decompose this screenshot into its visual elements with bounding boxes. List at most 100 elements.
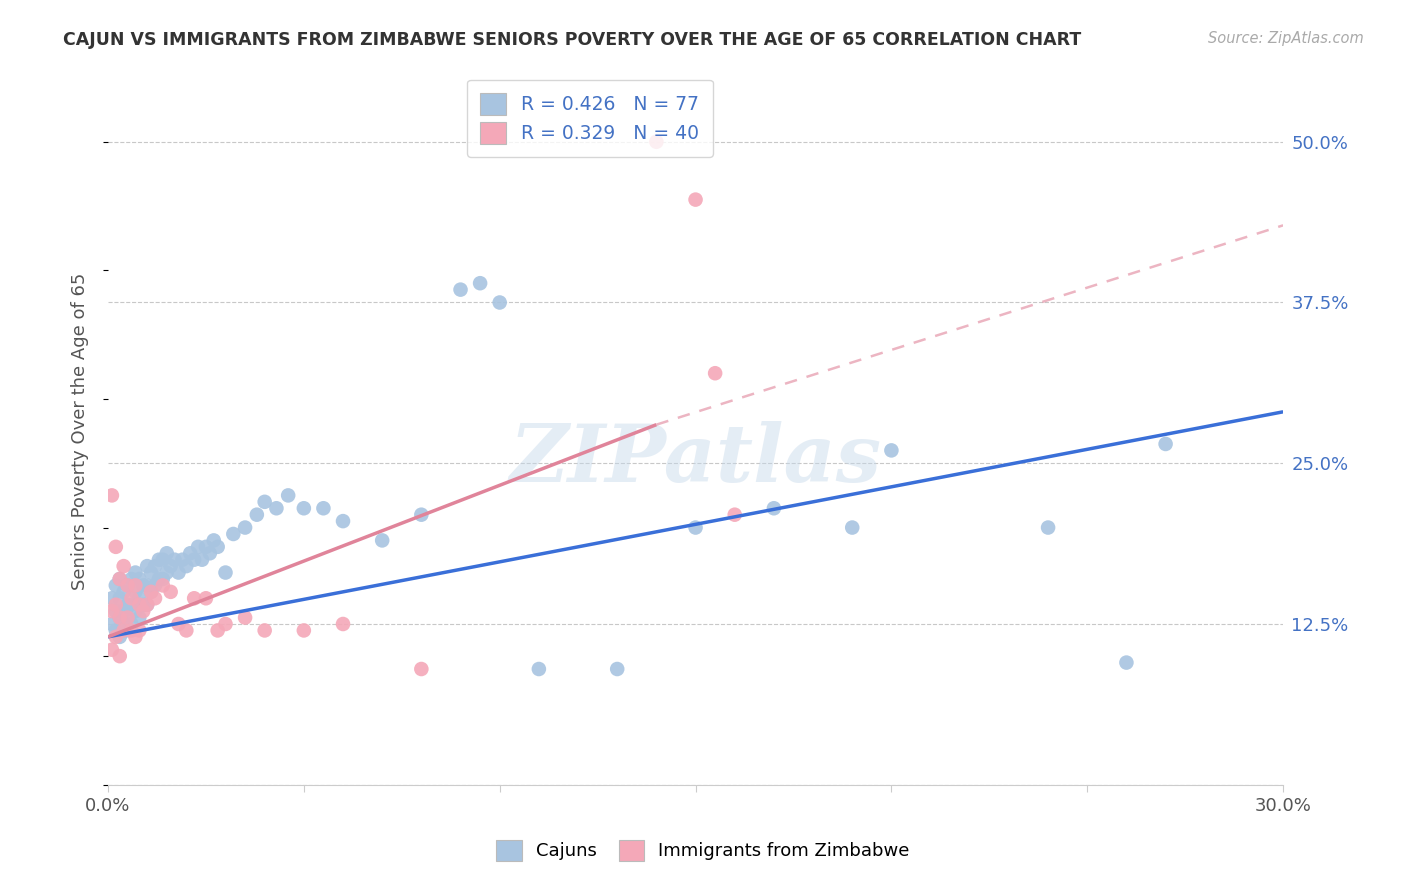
Point: [187, 540, 209, 554]
Text: CAJUN VS IMMIGRANTS FROM ZIMBABWE SENIORS POVERTY OVER THE AGE OF 65 CORRELATION: CAJUN VS IMMIGRANTS FROM ZIMBABWE SENIOR…: [63, 31, 1081, 49]
Point: [148, 552, 170, 566]
Point: [1115, 656, 1137, 670]
Point: [108, 610, 131, 624]
Point: [450, 283, 472, 297]
Point: [167, 617, 190, 632]
Point: [143, 559, 166, 574]
Point: [108, 572, 131, 586]
Point: [277, 488, 299, 502]
Point: [101, 488, 124, 502]
Point: [121, 572, 143, 586]
Point: [132, 604, 155, 618]
Point: [121, 598, 143, 612]
Point: [488, 295, 510, 310]
Point: [163, 552, 186, 566]
Point: [179, 546, 201, 560]
Point: [841, 520, 863, 534]
Point: [159, 559, 181, 574]
Point: [117, 624, 139, 638]
Point: [124, 630, 146, 644]
Point: [253, 495, 276, 509]
Point: [468, 276, 491, 290]
Point: [411, 662, 433, 676]
Point: [143, 591, 166, 606]
Point: [101, 591, 124, 606]
Text: ZIPatlas: ZIPatlas: [509, 421, 882, 498]
Point: [156, 546, 179, 560]
Point: [253, 624, 276, 638]
Point: [194, 540, 217, 554]
Point: [704, 366, 727, 380]
Point: [121, 617, 143, 632]
Point: [117, 578, 139, 592]
Point: [121, 624, 143, 638]
Point: [112, 585, 135, 599]
Point: [139, 566, 162, 580]
Point: [117, 610, 139, 624]
Point: [108, 649, 131, 664]
Point: [222, 527, 245, 541]
Point: [207, 624, 229, 638]
Point: [108, 610, 131, 624]
Point: [214, 617, 236, 632]
Point: [128, 610, 150, 624]
Point: [1036, 520, 1059, 534]
Point: [136, 598, 159, 612]
Point: [172, 552, 194, 566]
Point: [1154, 437, 1177, 451]
Point: [101, 617, 124, 632]
Point: [104, 630, 127, 644]
Point: [121, 591, 143, 606]
Point: [176, 559, 198, 574]
Point: [246, 508, 269, 522]
Point: [143, 578, 166, 592]
Point: [183, 591, 205, 606]
Point: [198, 546, 221, 560]
Point: [101, 642, 124, 657]
Point: [371, 533, 394, 548]
Point: [233, 610, 256, 624]
Point: [606, 662, 628, 676]
Point: [117, 598, 139, 612]
Point: [124, 604, 146, 618]
Point: [108, 591, 131, 606]
Point: [112, 624, 135, 638]
Point: [124, 585, 146, 599]
Point: [332, 617, 354, 632]
Point: [312, 501, 335, 516]
Point: [112, 617, 135, 632]
Point: [159, 585, 181, 599]
Point: [292, 624, 315, 638]
Point: [128, 598, 150, 612]
Point: [527, 662, 550, 676]
Point: [266, 501, 288, 516]
Point: [292, 501, 315, 516]
Point: [136, 598, 159, 612]
Point: [411, 508, 433, 522]
Point: [202, 533, 225, 548]
Point: [148, 572, 170, 586]
Point: [136, 578, 159, 592]
Point: [104, 540, 127, 554]
Point: [112, 559, 135, 574]
Point: [645, 135, 668, 149]
Legend: R = 0.426   N = 77, R = 0.329   N = 40: R = 0.426 N = 77, R = 0.329 N = 40: [467, 79, 713, 157]
Point: [880, 443, 903, 458]
Point: [101, 604, 124, 618]
Legend: Cajuns, Immigrants from Zimbabwe: Cajuns, Immigrants from Zimbabwe: [488, 830, 918, 870]
Point: [108, 572, 131, 586]
Point: [176, 624, 198, 638]
Point: [132, 598, 155, 612]
Point: [207, 540, 229, 554]
Point: [685, 193, 707, 207]
Point: [117, 578, 139, 592]
Point: [104, 604, 127, 618]
Point: [124, 566, 146, 580]
Point: [152, 572, 174, 586]
Point: [152, 552, 174, 566]
Point: [762, 501, 785, 516]
Point: [104, 578, 127, 592]
Point: [128, 624, 150, 638]
Point: [124, 578, 146, 592]
Point: [104, 598, 127, 612]
